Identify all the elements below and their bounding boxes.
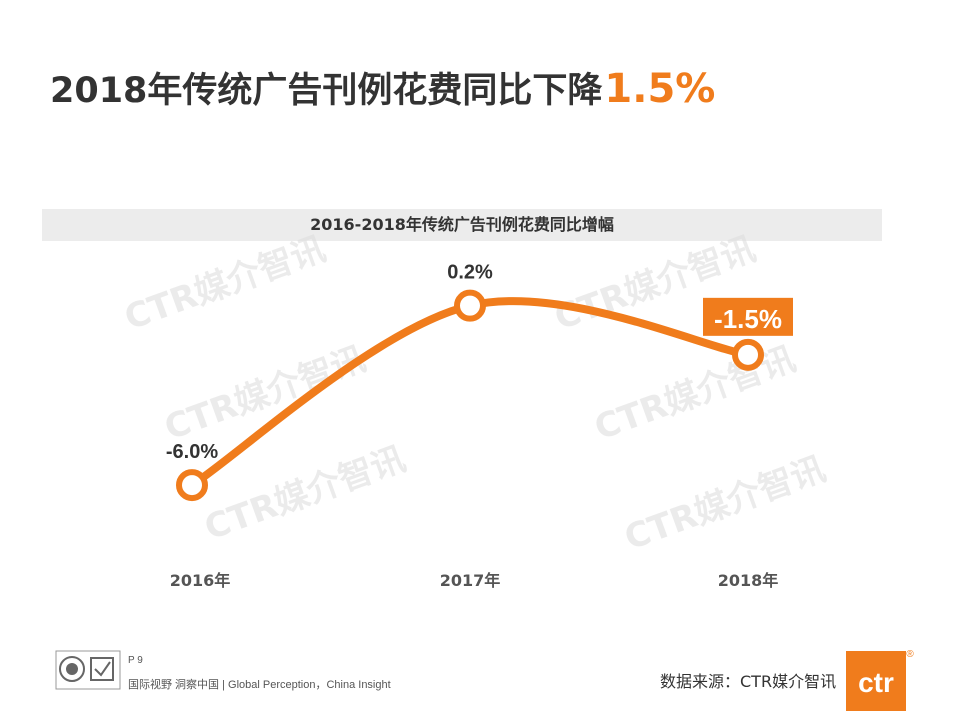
data-label-highlight: -1.5% [703,297,793,336]
data-source: 数据来源：CTR媒介智讯 [660,672,837,691]
logo-text: ctr [858,667,894,698]
chart-title: 2016-2018年传统广告刊例花费同比增幅 [42,209,882,241]
data-point [176,469,208,502]
footer-slogan: 国际视野 洞察中国 | Global Perception，China Insi… [128,679,391,691]
data-label: -6.0% [166,441,218,463]
data-label: 0.2% [447,262,493,284]
watermark-text: CTR媒介智讯 [619,449,830,559]
page-title-main: 2018年传统广告刊例花费同比下降 [50,71,603,111]
page-title: 2018年传统广告刊例花费同比下降1.5% [50,62,715,113]
page-title-highlight: 1.5% [604,66,716,112]
x-axis-ticks: 2016年 2017年 2018年 [170,571,779,590]
x-tick-label: 2016年 [170,571,231,590]
certification-logos-icon [55,650,121,690]
registered-mark: ® [906,649,914,660]
watermark-text: CTR媒介智讯 [119,229,330,339]
watermark-text: CTR媒介智讯 [589,339,800,449]
ctr-logo-icon: ctr ® [846,649,914,711]
data-label: -1.5% [714,304,782,334]
data-label-bg [703,297,793,336]
data-point [732,338,764,371]
x-tick-label: 2017年 [440,571,501,590]
data-labels: -6.0% 0.2% -1.5% [166,262,793,463]
data-point [454,289,486,322]
x-tick-label: 2018年 [718,571,779,590]
data-points [176,289,764,502]
page-number: P 9 [128,655,143,666]
